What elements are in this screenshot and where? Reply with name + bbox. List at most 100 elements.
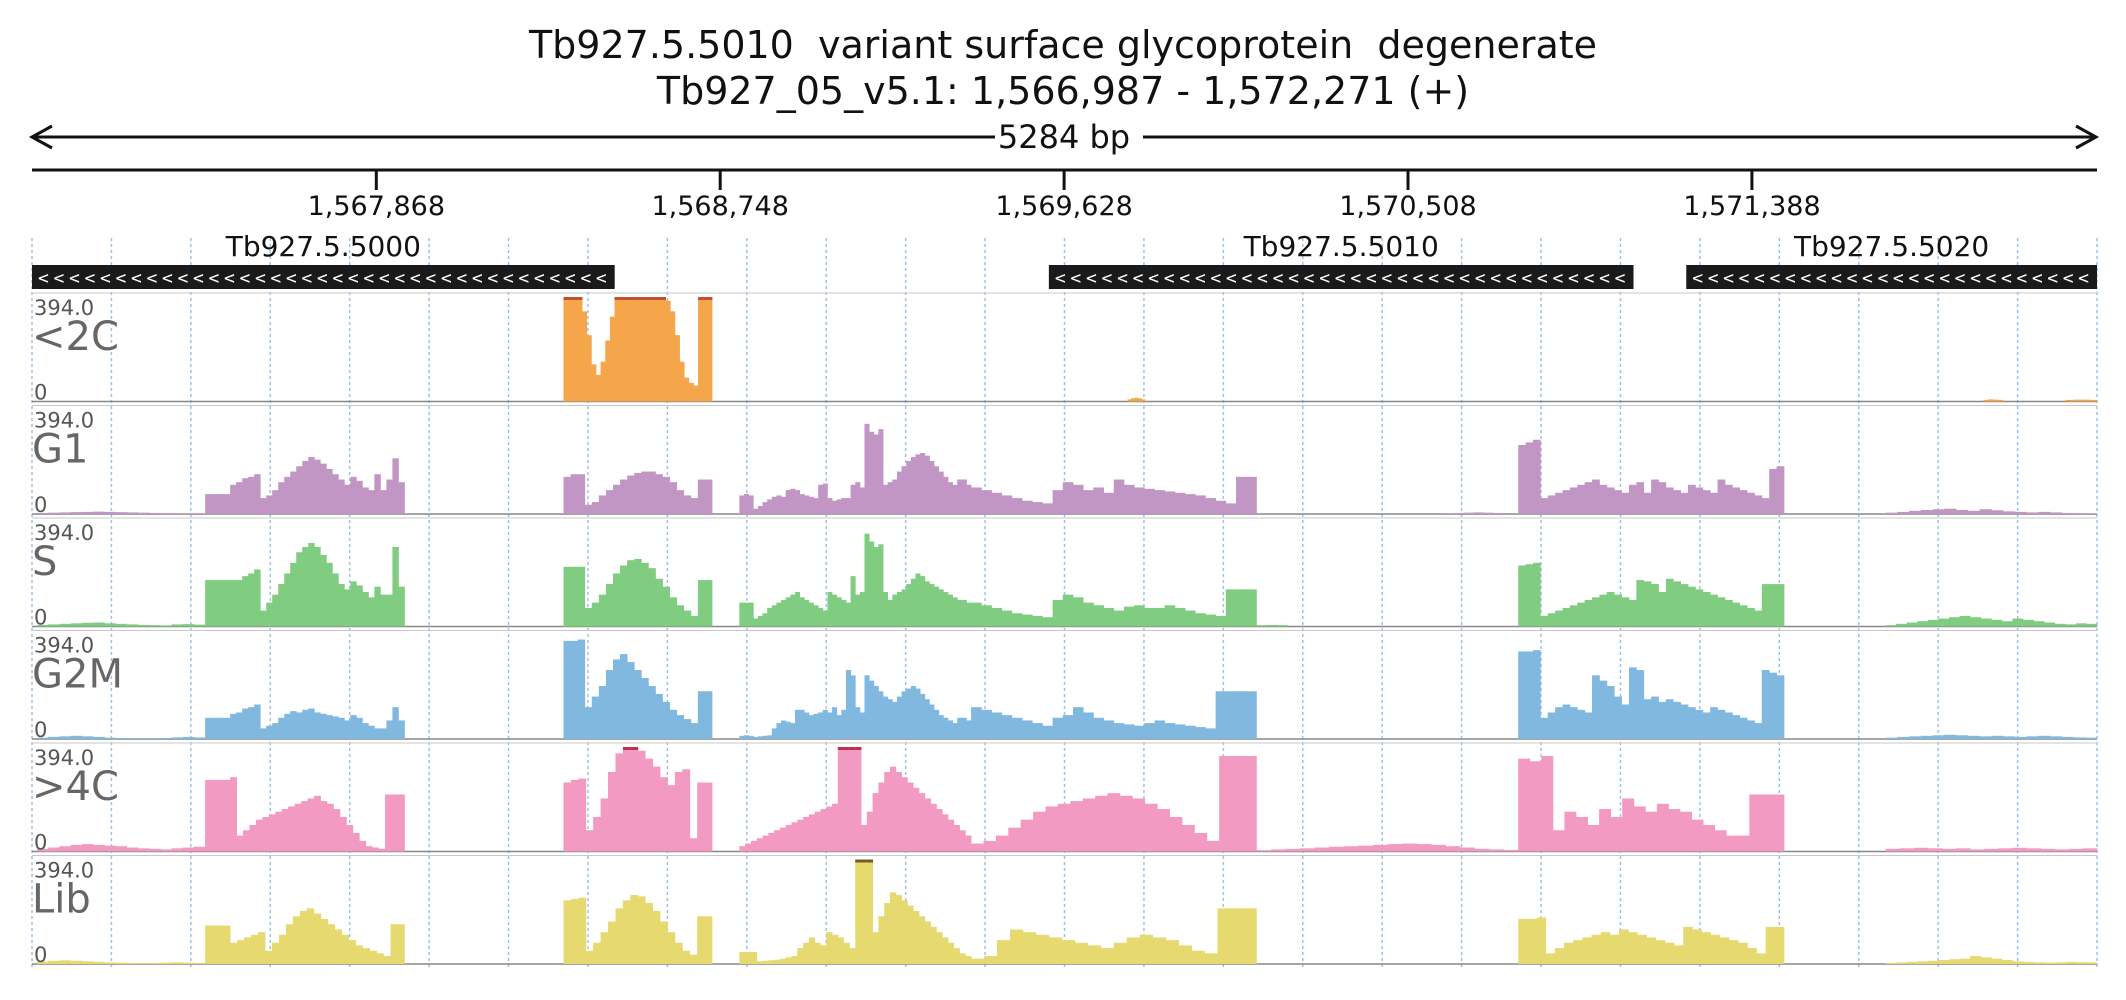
coverage-bar bbox=[669, 597, 678, 627]
coverage-bar bbox=[1599, 484, 1608, 514]
coverage-bar bbox=[1913, 847, 1929, 852]
coverage-bar bbox=[278, 717, 285, 739]
track-ymin-label: 0 bbox=[34, 831, 47, 855]
coverage-bar bbox=[670, 311, 676, 402]
coverage-bar bbox=[577, 639, 586, 739]
coverage-bar bbox=[866, 811, 874, 852]
coverage-bar bbox=[344, 720, 351, 739]
coverage-segment bbox=[1518, 439, 1785, 514]
coverage-bar bbox=[1637, 934, 1647, 964]
coverage-bar bbox=[2081, 399, 2090, 402]
coverage-bar bbox=[1518, 565, 1527, 627]
coverage-bar bbox=[182, 847, 195, 852]
coverage-segment bbox=[1885, 508, 2098, 514]
coverage-bar bbox=[785, 490, 791, 514]
coverage-bar bbox=[804, 712, 810, 739]
clip-marker bbox=[837, 747, 845, 750]
coverage-bar bbox=[1970, 956, 1982, 964]
coverage-bar bbox=[961, 599, 967, 627]
coverage-bar bbox=[1095, 795, 1108, 852]
coverage-bar bbox=[126, 624, 139, 627]
coverage-bar bbox=[242, 708, 249, 739]
coverage-bar bbox=[1205, 498, 1217, 514]
coverage-bar bbox=[1760, 794, 1773, 852]
coverage-bar bbox=[1243, 908, 1257, 964]
coverage-bar bbox=[1174, 724, 1186, 739]
coverage-bar bbox=[1525, 442, 1534, 514]
coverage-segment bbox=[230, 542, 405, 627]
coverage-bar bbox=[264, 950, 273, 964]
coverage-bar bbox=[697, 479, 706, 514]
clip-marker bbox=[660, 297, 666, 300]
coverage-bar bbox=[236, 835, 244, 852]
coverage-bar bbox=[841, 599, 847, 627]
coverage-bar bbox=[855, 482, 861, 514]
coverage-segment bbox=[37, 511, 206, 514]
coverage-bar bbox=[953, 948, 960, 964]
coverage-bar bbox=[1236, 691, 1247, 739]
coverage-bar bbox=[334, 929, 343, 964]
coverage-bar bbox=[1103, 492, 1115, 514]
coverage-bar bbox=[794, 490, 801, 514]
coverage-bar bbox=[598, 495, 607, 514]
coverage-bar bbox=[971, 602, 982, 627]
coverage-bar bbox=[1628, 484, 1637, 514]
coverage-bar bbox=[1956, 848, 1971, 852]
coverage-bar bbox=[1008, 827, 1022, 852]
coverage-bar bbox=[655, 578, 663, 627]
coverage-bar bbox=[104, 845, 116, 852]
coverage-bar bbox=[883, 592, 889, 627]
coverage-bar bbox=[785, 721, 791, 739]
coverage-bar bbox=[907, 905, 914, 964]
coverage-segment bbox=[37, 844, 206, 852]
coverage-bar bbox=[924, 581, 930, 627]
coverage-bar bbox=[1726, 835, 1739, 852]
coverage-bar bbox=[591, 364, 597, 402]
coverage-bar bbox=[313, 913, 322, 964]
coverage-bar bbox=[2073, 399, 2082, 402]
coverage-bar bbox=[1769, 584, 1777, 627]
clip-marker bbox=[866, 859, 874, 863]
coverage-bar bbox=[302, 460, 309, 514]
coverage-bar bbox=[1541, 756, 1554, 852]
coverage-bar bbox=[1554, 948, 1565, 964]
coverage-bar bbox=[368, 490, 375, 514]
clip-marker bbox=[855, 747, 862, 750]
coverage-bar bbox=[2023, 619, 2034, 627]
coverage-bar bbox=[924, 699, 930, 739]
coverage-bar bbox=[804, 599, 810, 627]
coverage-bar bbox=[832, 707, 838, 739]
coverage-bar bbox=[59, 846, 72, 852]
coverage-bar bbox=[1443, 513, 1455, 514]
coverage-bar bbox=[1416, 844, 1432, 852]
coverage-bar bbox=[1927, 619, 1939, 627]
coverage-bar bbox=[859, 487, 865, 514]
coverage-bar bbox=[981, 709, 992, 739]
coverage-bar bbox=[1967, 510, 1980, 514]
coverage-bar bbox=[1897, 736, 1910, 739]
coverage-bar bbox=[1525, 651, 1534, 739]
coverage-bar bbox=[1688, 484, 1696, 514]
coverage-bar bbox=[753, 508, 759, 514]
coverage-bar bbox=[1430, 844, 1446, 852]
coverage-bar bbox=[577, 297, 583, 402]
coverage-segment bbox=[205, 717, 231, 739]
coverage-bar bbox=[936, 932, 943, 964]
coverage-bar bbox=[608, 771, 616, 852]
coverage-bar bbox=[93, 961, 105, 964]
coverage-bar bbox=[48, 960, 60, 964]
coverage-bar bbox=[697, 916, 705, 964]
coverage-segment bbox=[563, 639, 713, 739]
coverage-bar bbox=[48, 512, 60, 514]
coverage-bar bbox=[1643, 699, 1652, 739]
coverage-bar bbox=[1518, 758, 1531, 852]
coverage-bar bbox=[260, 728, 267, 739]
coverage-bar bbox=[791, 956, 798, 964]
coverage-bar bbox=[1194, 832, 1208, 852]
coverage-bar bbox=[1256, 625, 1268, 627]
coverage-bar bbox=[1645, 811, 1658, 852]
coverage-bar bbox=[872, 793, 879, 852]
coverage-bar bbox=[1592, 675, 1600, 739]
coverage-bar bbox=[1643, 581, 1652, 627]
coverage-bar bbox=[913, 910, 920, 964]
